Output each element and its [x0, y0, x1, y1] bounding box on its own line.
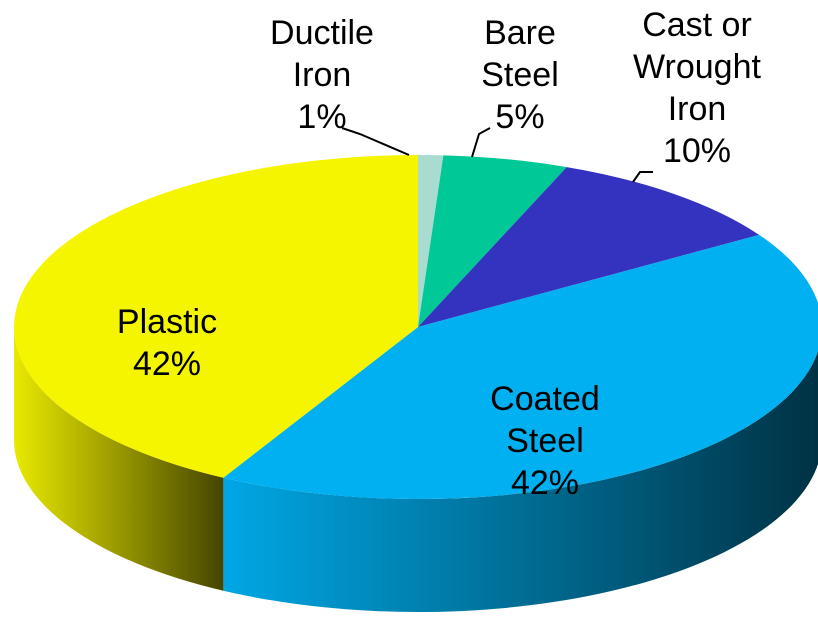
leader-line-cast-or-wrought-iron-10: [632, 171, 653, 183]
leader-line-bare-steel-5: [471, 127, 491, 158]
slice-label-line: Iron: [668, 90, 727, 128]
slice-bare-steel-5: [418, 155, 567, 327]
slice-label-line: Bare: [484, 14, 556, 52]
slice-label-plastic-42: Plastic 42%: [117, 303, 217, 383]
slice-side-plastic-42: [14, 327, 224, 591]
slice-label-line: Cast or: [642, 6, 752, 44]
slice-label-line: 10%: [663, 132, 731, 170]
slice-label-line: Coated: [490, 380, 600, 418]
slice-label-bare-steel-5: Bare Steel 5%: [481, 14, 559, 136]
slice-label-line: Steel: [481, 56, 559, 94]
slice-side-coated-steel-42: [223, 350, 818, 612]
slice-label-line: 42%: [511, 464, 579, 502]
slice-label-line: Ductile: [270, 14, 374, 52]
slice-label-coated-steel-42: Coated Steel 42%: [490, 380, 600, 502]
slice-ductile-iron-1: [418, 155, 444, 327]
slice-labels: Ductile Iron 1% Bare Steel 5% Cast or Wrought Ir…: [117, 6, 762, 502]
pie-tops: [13, 155, 818, 499]
slice-plastic-42: [13, 155, 418, 478]
slice-cast-or-wrought-iron-10: [418, 167, 760, 327]
pie-sides: [14, 327, 818, 612]
slice-label-line: Wrought: [633, 48, 761, 86]
slice-label-line: 5%: [495, 98, 544, 136]
slice-label-cast-or-wrought-iron-10: Cast or Wrought Iron 10%: [633, 6, 761, 170]
slice-label-line: Steel: [506, 422, 584, 460]
slice-label-ductile-iron-1: Ductile Iron 1%: [270, 14, 374, 136]
slice-label-line: 42%: [133, 345, 201, 383]
slice-label-line: Iron: [293, 56, 352, 94]
leader-lines: [341, 127, 653, 183]
slice-label-line: 1%: [297, 98, 346, 136]
slice-label-line: Plastic: [117, 303, 217, 341]
leader-line-ductile-iron-1: [341, 127, 410, 156]
slice-coated-steel-42: [223, 234, 818, 499]
